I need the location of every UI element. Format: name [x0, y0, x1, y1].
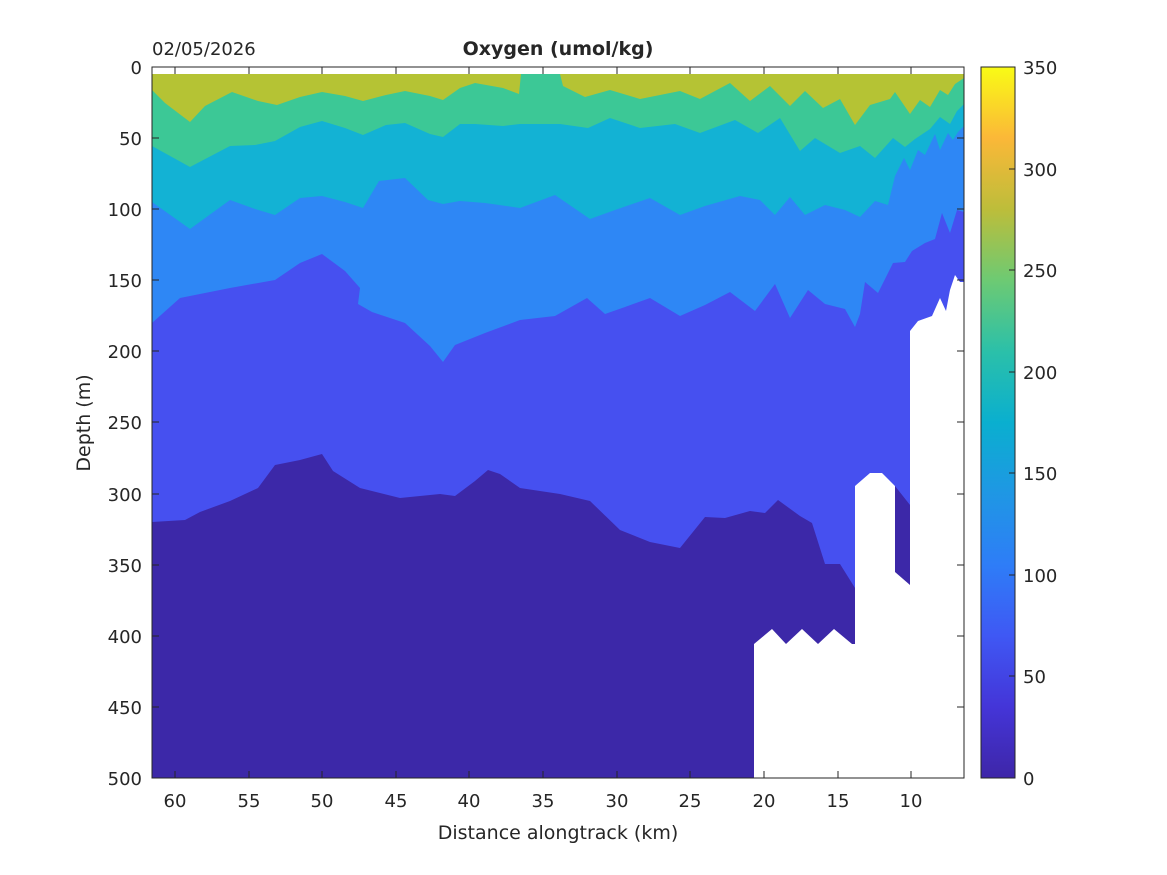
x-tick-label: 40 — [458, 791, 481, 812]
colorbar-tick-label: 0 — [1023, 769, 1034, 790]
no-data-seafloor — [754, 275, 964, 778]
colorbar-tick-label: 50 — [1023, 667, 1046, 688]
colorbar: 0 50 100 150 200 250 300 350 — [980, 58, 1057, 790]
colorbar-tick-labels: 0 50 100 150 200 250 300 350 — [1023, 58, 1057, 790]
colorbar-tick-label: 350 — [1023, 58, 1057, 79]
x-tick-labels: 60 55 50 45 40 35 30 25 20 15 10 — [164, 791, 923, 812]
colorbar-tick-label: 250 — [1023, 261, 1057, 282]
y-ticks — [152, 137, 964, 708]
x-tick-label: 45 — [385, 791, 408, 812]
y-tick-label: 50 — [119, 129, 142, 150]
x-tick-label: 25 — [679, 791, 702, 812]
y-tick-label: 350 — [108, 556, 142, 577]
x-tick-label: 35 — [532, 791, 555, 812]
colorbar-tick-label: 300 — [1023, 160, 1057, 181]
x-tick-label: 55 — [238, 791, 261, 812]
y-tick-label: 0 — [131, 58, 142, 79]
x-tick-label: 10 — [900, 791, 923, 812]
band-0-50 — [152, 454, 855, 778]
y-tick-label: 100 — [108, 200, 142, 221]
y-tick-label: 200 — [108, 342, 142, 363]
y-axis-label: Depth (m) — [73, 374, 95, 471]
y-tick-label: 150 — [108, 271, 142, 292]
contour-plot — [152, 67, 964, 778]
y-tick-label: 450 — [108, 698, 142, 719]
date-label: 02/05/2026 — [152, 39, 256, 60]
x-tick-label: 30 — [606, 791, 629, 812]
y-tick-label: 400 — [108, 627, 142, 648]
y-tick-label: 250 — [108, 413, 142, 434]
colorbar-gradient — [980, 66, 1016, 779]
x-tick-label: 50 — [311, 791, 334, 812]
colorbar-tick-label: 200 — [1023, 363, 1057, 384]
colorbar-tick-label: 100 — [1023, 566, 1057, 587]
chart-title: Oxygen (umol/kg) — [463, 38, 654, 60]
colorbar-ticks — [1009, 168, 1015, 677]
x-tick-label: 60 — [164, 791, 187, 812]
y-tick-label: 500 — [108, 769, 142, 790]
x-ticks — [174, 67, 912, 778]
x-tick-label: 20 — [753, 791, 776, 812]
y-tick-label: 300 — [108, 485, 142, 506]
y-tick-labels: 0 50 100 150 200 250 300 350 400 450 500 — [108, 58, 142, 790]
colorbar-tick-label: 150 — [1023, 464, 1057, 485]
no-data-surface — [152, 67, 964, 74]
x-axis-label: Distance alongtrack (km) — [438, 822, 679, 844]
band-0-50-patch — [895, 486, 910, 600]
x-tick-label: 15 — [827, 791, 850, 812]
